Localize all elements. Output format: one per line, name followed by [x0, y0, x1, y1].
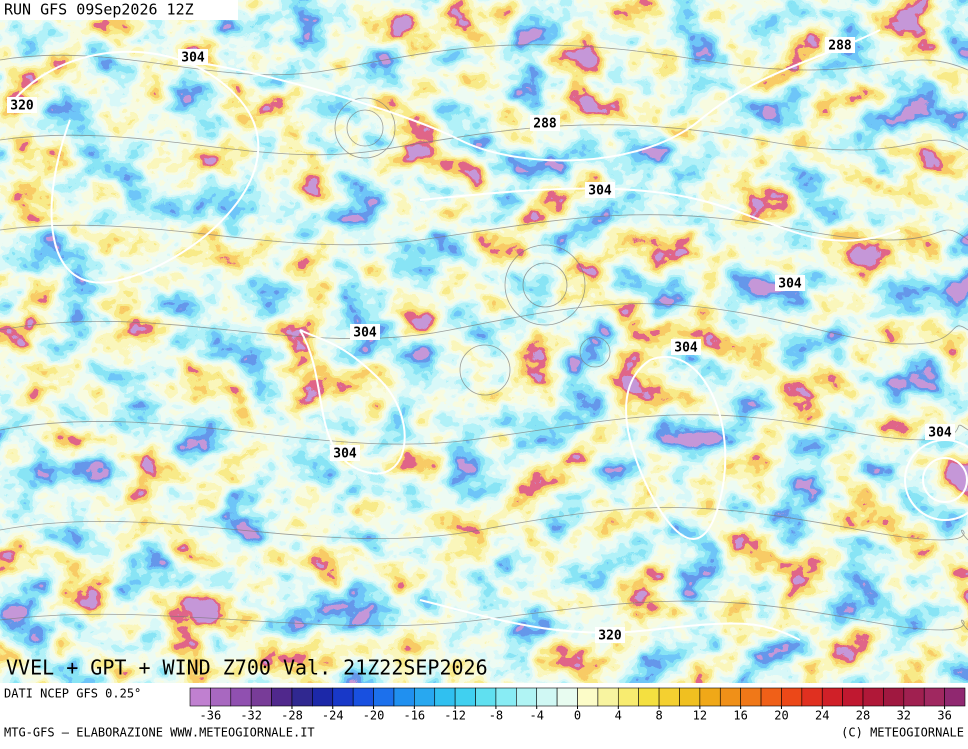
run-label: RUN GFS 09Sep2026 12Z [4, 1, 194, 19]
contour-label-box [7, 97, 37, 113]
colorbar-swatch [414, 687, 436, 707]
contour-label-box [595, 627, 625, 643]
contour-label-box [178, 49, 208, 65]
colorbar-swatch [475, 687, 497, 707]
height-contours [9, 29, 968, 641]
colorbar-swatch [842, 687, 864, 707]
colorbar-swatch [373, 687, 395, 707]
contour-label: 288 [828, 39, 852, 54]
colorbar-swatch [679, 687, 701, 707]
colorbar-tick-label: 32 [897, 709, 911, 723]
colorbar-swatch [944, 687, 966, 707]
colorbar-tick-label: 20 [774, 709, 788, 723]
colorbar-swatch [250, 687, 272, 707]
contour-label-box [350, 324, 380, 340]
colorbar-swatch [923, 687, 945, 707]
contour-label-box [330, 445, 360, 461]
contour-label-box [671, 339, 701, 355]
colorbar-swatch [883, 687, 905, 707]
colorbar-swatch [536, 687, 558, 707]
source-label: DATI NCEP GFS 0.25° [4, 687, 141, 701]
contour-label-box [585, 182, 615, 198]
colorbar-tick-label: -16 [403, 709, 425, 723]
colorbar-swatch [556, 687, 578, 707]
run-box [0, 0, 238, 20]
colorbar-swatch [577, 687, 599, 707]
footer-left: MTG-GFS – ELABORAZIONE WWW.METEOGIORNALE… [4, 726, 315, 740]
colorbar-tick-label: -4 [529, 709, 543, 723]
colorbar-swatch [617, 687, 639, 707]
colorbar-swatch [821, 687, 843, 707]
contour-label: 304 [778, 277, 802, 292]
vvel-field [0, 0, 968, 683]
colorbar-swatch [658, 687, 680, 707]
colorbar-swatch [352, 687, 374, 707]
colorbar-tick-label: 28 [856, 709, 870, 723]
colorbar-swatch [862, 687, 884, 707]
colorbar-tick-label: 36 [937, 709, 951, 723]
colorbar-swatch [903, 687, 925, 707]
streamlines [0, 44, 968, 631]
colorbar-tick-label: 12 [693, 709, 707, 723]
contour-label: 304 [181, 51, 205, 66]
colorbar-swatch [434, 687, 456, 707]
colorbar-swatch [597, 687, 619, 707]
colorbar-tick-label: -24 [322, 709, 344, 723]
colorbar-tick-label: 16 [733, 709, 747, 723]
contour-label: 320 [10, 99, 34, 114]
contour-label: 304 [333, 447, 357, 462]
colorbar-swatch [495, 687, 517, 707]
colorbar-tick-label: -28 [281, 709, 303, 723]
colorbar-swatch [699, 687, 721, 707]
colorbar-tick-label: -20 [363, 709, 385, 723]
colorbar-tick-label: 0 [574, 709, 581, 723]
contour-label: 304 [928, 426, 952, 441]
product-label: VVEL + GPT + WIND Z700 Val. 21Z22SEP2026 [6, 656, 488, 680]
colorbar-swatch [740, 687, 762, 707]
colorbar-swatch [230, 687, 252, 707]
colorbar-tick-label: -12 [444, 709, 466, 723]
contour-label-box [925, 424, 955, 440]
contour-label-box [775, 275, 805, 291]
colorbar-swatch [332, 687, 354, 707]
colorbar-swatch [291, 687, 313, 707]
colorbar-swatch [454, 687, 476, 707]
colorbar-swatch [516, 687, 538, 707]
contour-label: 288 [533, 117, 557, 132]
contour-label: 320 [598, 629, 622, 644]
colorbar-tick-label: -36 [200, 709, 222, 723]
contour-label: 304 [353, 326, 377, 341]
colorbar-tick-label: -32 [240, 709, 262, 723]
colorbar-swatch [210, 687, 232, 707]
footer-right: (C) METEOGIORNALE [841, 726, 964, 740]
colorbar-swatch [189, 687, 211, 707]
colorbar-swatch [801, 687, 823, 707]
colorbar-tick-label: 4 [615, 709, 622, 723]
colorbar-swatch [760, 687, 782, 707]
colorbar-tick-label: 8 [655, 709, 662, 723]
contour-label: 304 [588, 184, 612, 199]
colorbar-swatch [638, 687, 660, 707]
colorbar-tick-label: -8 [489, 709, 503, 723]
contour-label-box [825, 37, 855, 53]
colorbar-tick-label: 24 [815, 709, 829, 723]
colorbar-swatch [719, 687, 741, 707]
colorbar-swatch [312, 687, 334, 707]
colorbar-swatch [393, 687, 415, 707]
colorbar-swatch [271, 687, 293, 707]
contour-label: 304 [674, 341, 698, 356]
colorbar-swatch [781, 687, 803, 707]
contour-label-box [530, 115, 560, 131]
